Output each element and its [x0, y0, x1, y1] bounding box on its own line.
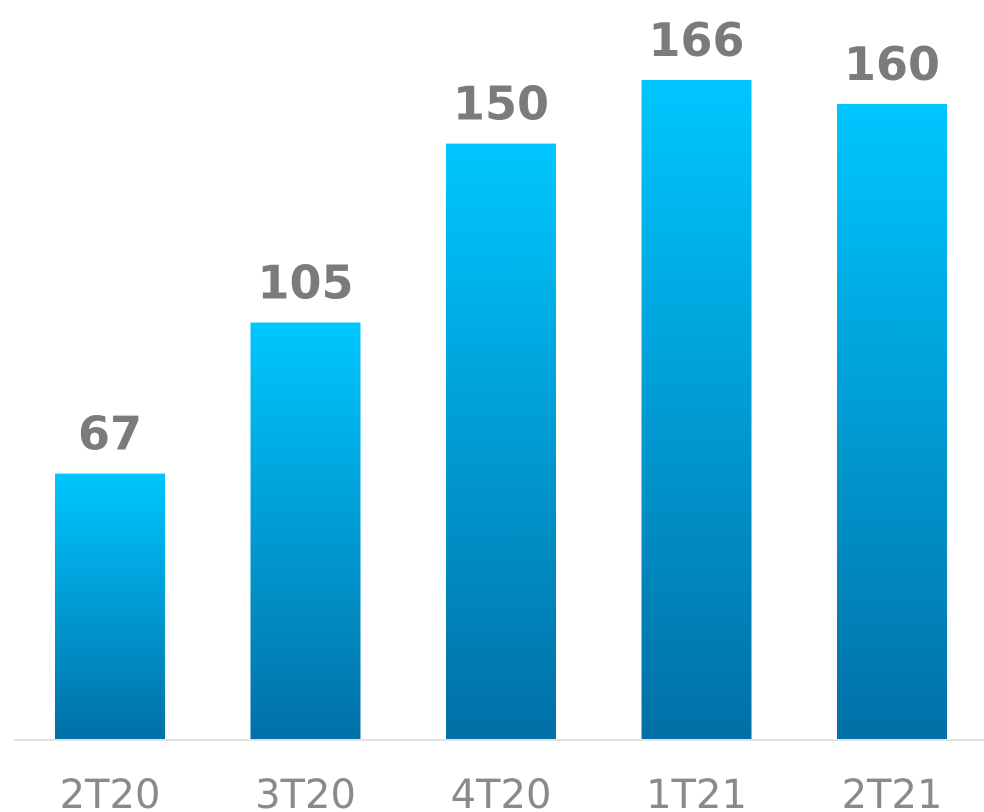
- bar-1T21: [641, 80, 752, 740]
- value-label-1T21: 166: [648, 13, 744, 67]
- bar-4T20: [446, 143, 556, 741]
- value-label-4T20: 150: [453, 77, 549, 131]
- bar-series: [55, 80, 947, 741]
- bar-2T20: [55, 473, 165, 740]
- value-label-3T20: 105: [257, 256, 353, 310]
- category-labels: 2T20 3T20 4T20 1T21 2T21: [60, 772, 943, 812]
- value-labels: 67 105 150 166 160: [78, 13, 940, 461]
- category-label-2T21: 2T21: [842, 772, 943, 812]
- category-label-2T20: 2T20: [60, 772, 161, 812]
- category-label-3T20: 3T20: [255, 772, 356, 812]
- category-label-4T20: 4T20: [451, 772, 552, 812]
- bar-3T20: [250, 322, 361, 740]
- category-label-1T21: 1T21: [646, 772, 747, 812]
- value-label-2T21: 160: [844, 37, 940, 91]
- bar-2T21: [837, 103, 947, 740]
- value-label-2T20: 67: [78, 407, 142, 461]
